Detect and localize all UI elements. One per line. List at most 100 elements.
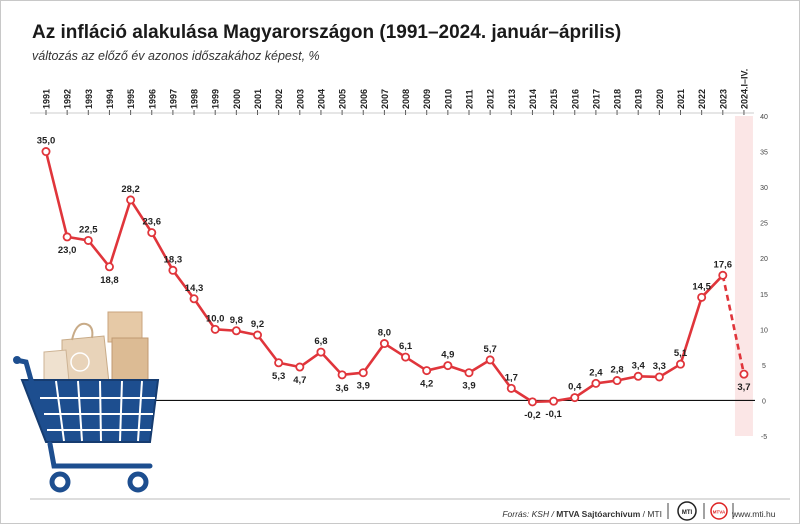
data-point [83, 235, 93, 245]
data-label: 14,5 [692, 281, 711, 292]
y-tick-label: 5 [762, 363, 766, 370]
data-label: 6,1 [399, 341, 413, 352]
data-label: 3,6 [335, 383, 348, 394]
data-point [506, 383, 516, 393]
data-point [527, 397, 537, 407]
data-label: 18,8 [100, 275, 119, 286]
data-label: 6,8 [314, 336, 327, 347]
x-tick-label: 2007 [380, 89, 390, 109]
data-label: 3,3 [653, 361, 666, 372]
data-labels: 35,0 23,022,5 18,8 28,2 23,6 18,3 14,3 10,0 9,8 9… [37, 136, 751, 421]
data-point [41, 147, 51, 157]
x-tick-label: 1993 [84, 89, 94, 109]
data-point [676, 359, 686, 369]
data-label: 1,7 [505, 372, 518, 383]
x-tick-label: 2012 [486, 89, 496, 109]
y-tick-label: 25 [760, 221, 768, 228]
data-point [401, 352, 411, 362]
data-label: 8,0 [378, 328, 391, 339]
data-label: 4,9 [441, 350, 454, 361]
x-tick-label: 2009 [422, 89, 432, 109]
mti-logo-icon: MTI [677, 501, 697, 521]
y-tick-label: 40 [760, 114, 768, 121]
data-label: 2,4 [589, 367, 603, 378]
x-tick-label: 1999 [211, 89, 221, 109]
y-tick-label: 15 [760, 292, 768, 299]
x-tick-label: 2020 [655, 89, 665, 109]
x-tick-label: 1995 [126, 89, 136, 109]
x-tick-label: 2008 [401, 89, 411, 109]
data-label: 28,2 [121, 184, 140, 195]
data-label: 2,8 [610, 365, 623, 376]
data-label: 23,6 [143, 217, 162, 228]
x-tick-label: 2013 [507, 89, 517, 109]
data-label: 3,9 [462, 381, 475, 392]
x-tick-label: 2014 [528, 89, 538, 109]
data-point [485, 355, 495, 365]
data-point [189, 294, 199, 304]
chart-title: Az infláció alakulása Magyarországon (19… [32, 22, 622, 43]
data-label: 18,3 [164, 254, 183, 265]
data-label: 0,4 [568, 382, 582, 393]
data-label: 10,0 [206, 313, 225, 324]
x-tick-label: 2004 [316, 89, 326, 109]
data-label: 5,7 [484, 344, 497, 355]
data-point [62, 232, 72, 242]
data-point [231, 326, 241, 336]
data-point [697, 292, 707, 302]
y-tick-label: -5 [761, 434, 767, 441]
x-tick-label: 1997 [168, 89, 178, 109]
data-label: 23,0 [58, 245, 77, 256]
data-point [252, 330, 262, 340]
data-label: -0,1 [545, 409, 562, 420]
data-point [654, 372, 664, 382]
x-tick-label: 2010 [443, 89, 453, 109]
x-tick-label: 2002 [274, 89, 284, 109]
cart-box-icon [107, 311, 143, 343]
x-tick-label: 2005 [338, 89, 348, 109]
data-label: 17,6 [714, 259, 733, 270]
source-org: MTVA Sajtóarchívum [556, 509, 641, 519]
x-tick-label: 2001 [253, 89, 263, 109]
y-tick-label: 0 [762, 398, 766, 405]
x-axis-labels: 1991 1992 1993 1994 1995 1996 1997 1998 1999 2000… [42, 69, 750, 109]
x-tick-label: 2000 [232, 89, 242, 109]
data-label: 4,7 [293, 375, 306, 386]
x-tick-label: 2011 [465, 89, 475, 109]
data-label: 14,3 [185, 283, 204, 294]
cart-box-icon [111, 337, 149, 381]
data-point [570, 393, 580, 403]
cart-basket-icon [20, 379, 160, 443]
data-point [612, 376, 622, 386]
x-tick-label: 2016 [570, 89, 580, 109]
series-line-partial-dashed [721, 275, 746, 375]
y-tick-label: 10 [760, 327, 768, 334]
data-point [379, 339, 389, 349]
data-point [422, 366, 432, 376]
data-point [549, 396, 559, 406]
website-link[interactable]: www.mti.hu [732, 509, 776, 519]
data-point [274, 358, 284, 368]
shopping-cart-illustration [13, 311, 160, 493]
data-label: 3,4 [632, 360, 646, 371]
source-prefix: Forrás: KSH / [502, 509, 557, 519]
data-points [41, 147, 749, 407]
mtva-logo-icon: MTVA [710, 502, 728, 520]
x-tick-label: 1996 [147, 89, 157, 109]
y-tick-label: 30 [760, 185, 768, 192]
data-point [443, 361, 453, 371]
data-label: 4,2 [420, 379, 433, 390]
data-point [168, 265, 178, 275]
data-label: 22,5 [79, 224, 98, 235]
year-tick-marks [30, 110, 754, 115]
data-point [739, 369, 749, 379]
mti-logo-text: MTI [682, 510, 693, 516]
cart-wheel-icon [127, 471, 149, 493]
data-point [591, 378, 601, 388]
data-point [464, 368, 474, 378]
source-credit: Forrás: KSH / MTVA Sajtóarchívum / MTI [502, 509, 662, 519]
data-point [337, 370, 347, 380]
x-tick-label: 2023 [718, 89, 728, 109]
x-tick-label: 1991 [42, 89, 52, 109]
